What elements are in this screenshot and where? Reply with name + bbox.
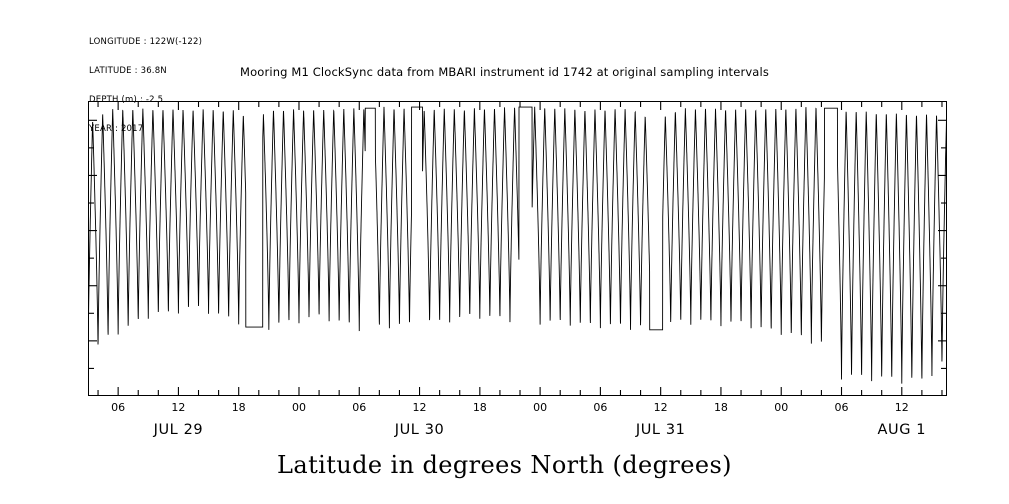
- x-day-label: JUL 31: [635, 422, 686, 438]
- y-axis-tick-labels: 36.80036.79036.78036.77036.76036.750: [0, 0, 84, 504]
- x-tick-label: 12: [653, 401, 668, 414]
- metadata-latitude: LATITUDE : 36.8N: [89, 65, 167, 76]
- x-day-label: JUL 30: [394, 422, 445, 438]
- x-axis-title: Latitude in degrees North (degrees): [277, 451, 732, 479]
- latitude-series-line: [88, 106, 947, 384]
- x-tick-label: 18: [231, 401, 246, 414]
- x-tick-label: 06: [352, 401, 367, 414]
- x-tick-label: 12: [894, 401, 909, 414]
- x-tick-label: 12: [412, 401, 427, 414]
- x-tick-label: 00: [774, 401, 789, 414]
- x-day-label: AUG 1: [877, 422, 927, 438]
- x-tick-label: 06: [111, 401, 126, 414]
- chart-title: Mooring M1 ClockSync data from MBARI ins…: [240, 65, 769, 79]
- metadata-longitude: LONGITUDE : 122W(-122): [89, 37, 203, 48]
- x-tick-label: 18: [713, 401, 728, 414]
- metadata-depth: DEPTH (m) : -2.5: [89, 94, 164, 105]
- x-day-label: JUL 29: [153, 422, 204, 438]
- plot-area: [88, 101, 947, 396]
- data-series-svg: [88, 101, 947, 396]
- x-tick-label: 06: [834, 401, 849, 414]
- x-tick-label: 12: [171, 401, 186, 414]
- plot-frame: [88, 101, 947, 396]
- x-tick-label: 18: [472, 401, 487, 414]
- x-tick-label: 06: [593, 401, 608, 414]
- x-tick-label: 00: [533, 401, 548, 414]
- x-tick-label: 00: [291, 401, 306, 414]
